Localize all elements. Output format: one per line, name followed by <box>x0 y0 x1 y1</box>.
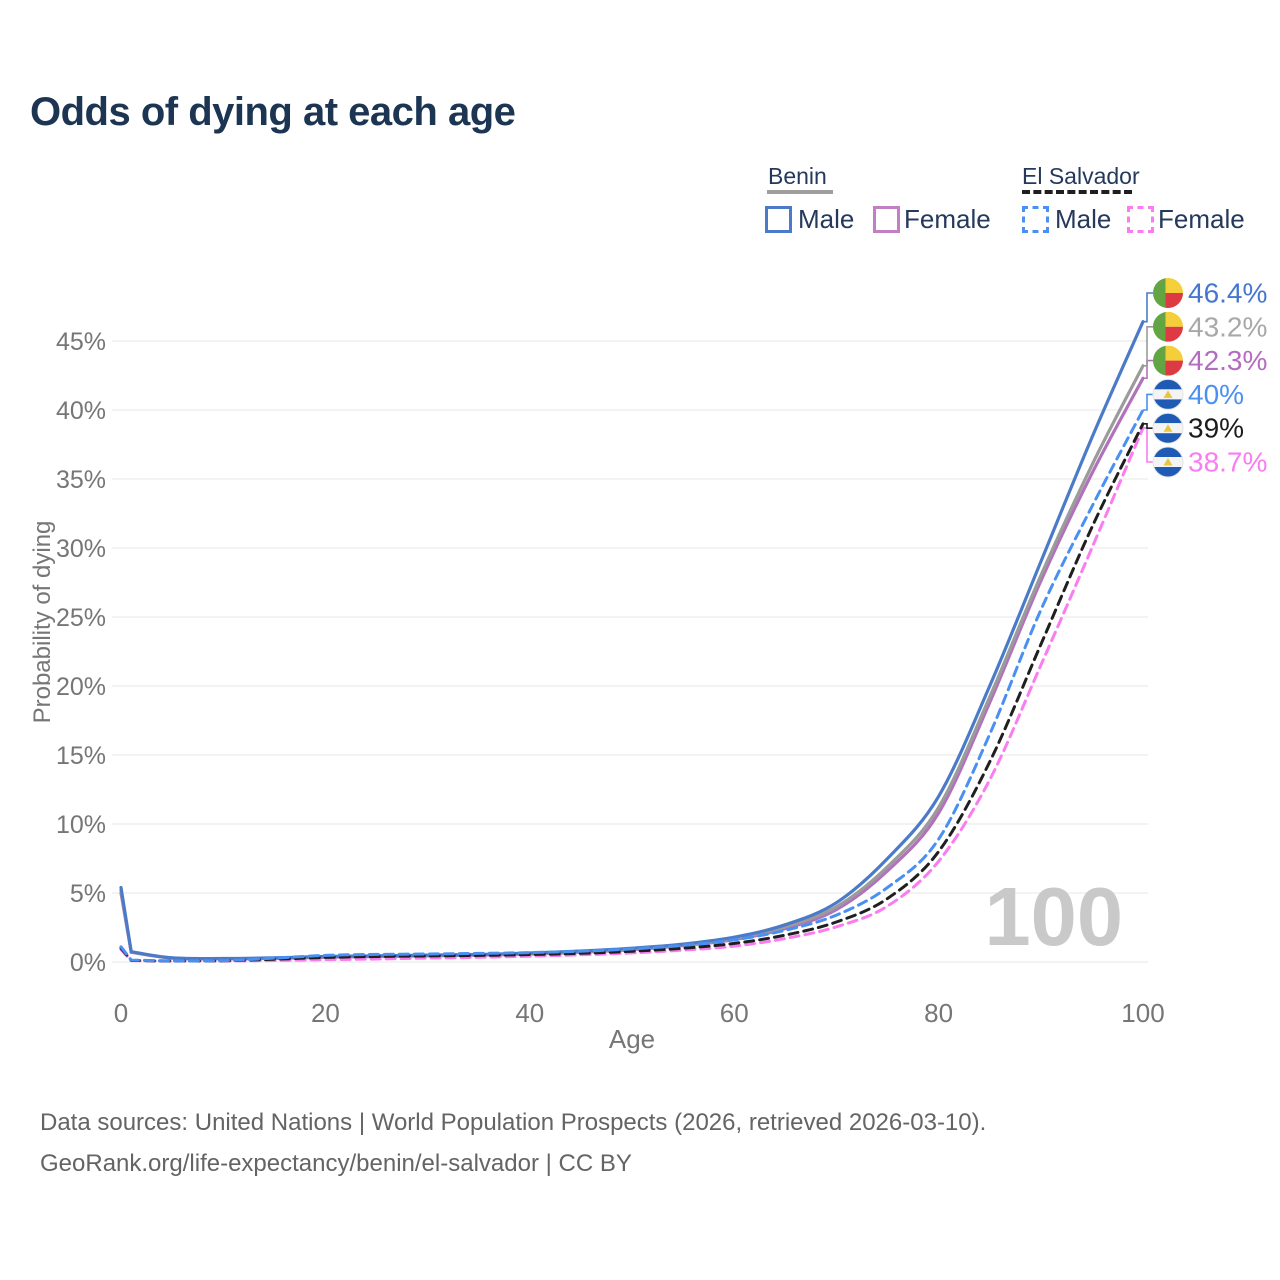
end-value-label: 38.7% <box>1188 447 1267 478</box>
series-line-benin-male <box>119 320 1145 961</box>
x-tick-label: 20 <box>311 998 340 1028</box>
label-connector <box>1143 393 1153 411</box>
end-value-label: 39% <box>1188 413 1244 444</box>
y-tick-label: 10% <box>56 811 106 839</box>
legend-elsalvador-female-label[interactable]: Female <box>1158 204 1245 234</box>
benin-flag-icon <box>1153 278 1183 308</box>
footer-data-sources: Data sources: United Nations | World Pop… <box>40 1109 987 1136</box>
x-tick-label: 100 <box>1121 998 1164 1028</box>
y-tick-label: 30% <box>56 535 106 563</box>
series-line-el-salvador-female <box>119 426 1145 963</box>
watermark-age-100: 100 <box>985 870 1123 963</box>
legend-elsalvador-line-sample <box>1022 190 1132 194</box>
legend-benin-female-swatch[interactable] <box>873 206 900 233</box>
label-connector <box>1143 292 1153 323</box>
flag-ring <box>1152 412 1184 444</box>
legend-group-benin-header: Benin <box>768 163 827 189</box>
y-tick-label: 25% <box>56 604 106 632</box>
series-line-el-salvador-male <box>119 408 1145 963</box>
y-tick-label: 15% <box>56 742 106 770</box>
y-tick-label: 35% <box>56 466 106 494</box>
y-tick-label: 45% <box>56 328 106 356</box>
benin-flag-icon <box>1153 311 1183 342</box>
x-tick-label: 40 <box>515 998 544 1028</box>
y-tick-label: 20% <box>56 673 106 701</box>
legend-benin-male-swatch[interactable] <box>765 206 792 233</box>
benin-flag-icon <box>1153 345 1183 376</box>
x-axis-title: Age <box>609 1024 655 1054</box>
x-tick-label: 80 <box>924 998 953 1028</box>
y-tick-label: 40% <box>56 397 106 425</box>
x-tick-label: 0 <box>114 998 128 1028</box>
series-line-el-salvador-both-sexes- <box>119 422 1145 963</box>
flag-ring <box>1152 446 1184 478</box>
end-value-label: 42.3% <box>1188 345 1267 376</box>
end-value-label: 46.4% <box>1188 278 1267 309</box>
footer-attribution: GeoRank.org/life-expectancy/benin/el-sal… <box>40 1150 632 1177</box>
y-tick-label: 5% <box>70 880 106 908</box>
legend-benin-male-label[interactable]: Male <box>798 204 855 234</box>
label-connector <box>1143 423 1153 429</box>
y-axis-title: Probability of dying <box>29 521 56 724</box>
label-connector <box>1143 427 1153 463</box>
y-tick-label: 0% <box>70 949 106 977</box>
end-value-label: 40% <box>1188 379 1244 410</box>
legend-elsalvador-female-swatch[interactable] <box>1127 206 1154 233</box>
flag-ring <box>1152 378 1184 410</box>
legend-elsalvador-male-label[interactable]: Male <box>1055 204 1112 234</box>
legend-benin-female-label[interactable]: Female <box>904 204 991 234</box>
el-salvador-flag-icon <box>1153 379 1183 410</box>
legend-elsalvador-male-swatch[interactable] <box>1022 206 1049 233</box>
x-tick-label: 60 <box>720 998 749 1028</box>
label-connector <box>1143 326 1153 367</box>
el-salvador-flag-icon <box>1153 447 1183 477</box>
el-salvador-flag-icon <box>1153 413 1183 444</box>
label-connector <box>1143 359 1153 380</box>
end-value-label: 43.2% <box>1188 311 1267 342</box>
legend-benin-line-sample <box>767 190 833 194</box>
legend-group-elsalvador-header: El Salvador <box>1022 163 1140 189</box>
page-title: Odds of dying at each age <box>30 90 516 134</box>
